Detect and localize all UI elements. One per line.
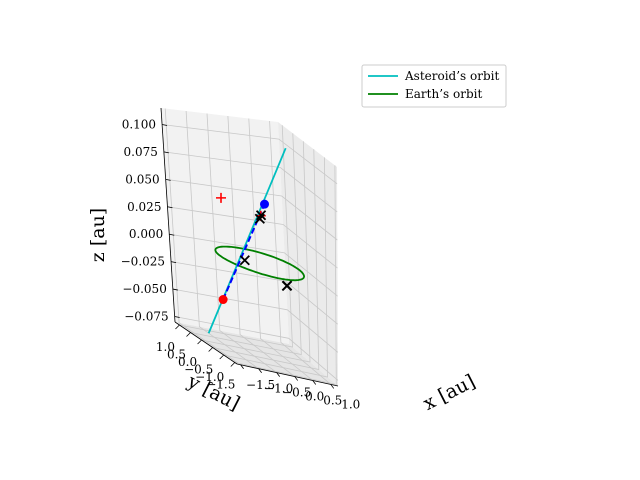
y-tick-label-5: −1.5 (206, 378, 235, 392)
marker-x-black-8 (282, 280, 293, 291)
y-tick-mark-2 (197, 339, 202, 345)
grid-line-z-6 (172, 288, 339, 353)
z-tick-mark-4 (169, 233, 175, 236)
x-tick-mark-1 (258, 368, 262, 373)
x-tick-mark-0 (240, 364, 244, 370)
z-tick-mark-2 (165, 178, 171, 181)
y-tick-label-4: −1.0 (195, 370, 224, 384)
y-tick-mark-4 (219, 354, 224, 360)
x-tick-label-5: 1.0 (341, 397, 360, 411)
marker-x-black-6 (254, 213, 265, 224)
legend-label-asteroid: Asteroid’s orbit (404, 69, 499, 83)
z-tick-mark-7 (174, 316, 180, 318)
z-axis-label: z [au] (87, 208, 109, 262)
axis-lines (160, 107, 339, 387)
y-tick-label-2: 0.0 (178, 355, 197, 369)
marker-plus-red-2 (216, 192, 227, 203)
z-tick-mark-1 (163, 151, 169, 154)
plot-area (207, 147, 306, 334)
grid-line-z-5 (171, 261, 338, 325)
z-tick-label-5: −0.025 (121, 255, 165, 269)
z-tick-label-7: −0.075 (124, 310, 168, 324)
z-tick-label-3: 0.025 (127, 200, 161, 214)
marker-x-black-5 (255, 210, 267, 221)
y-tick-mark-0 (175, 324, 180, 330)
x-tick-label-3: 0.0 (305, 390, 324, 404)
x-tick-label-2: −0.5 (282, 386, 311, 400)
x-axis-line (236, 363, 339, 387)
x-tick-label-1: −1.0 (264, 382, 293, 396)
marker-circle-blue-1 (260, 199, 270, 209)
y-tick-label-3: −0.5 (184, 363, 213, 377)
y-tick-mark-3 (208, 347, 213, 352)
x-axis-label: x [au] (420, 370, 479, 415)
y-axis-line (174, 321, 238, 365)
x-tick-mark-2 (276, 372, 280, 377)
z-tick-label-6: −0.050 (122, 282, 166, 296)
marker-x-black-4 (239, 255, 250, 266)
x-tick-label-4: 0.5 (323, 394, 342, 408)
y-tick-mark-5 (230, 362, 236, 367)
y-tick-label-0: 1.0 (156, 340, 175, 354)
grid-line-z-3 (167, 206, 338, 269)
x-tick-mark-4 (312, 380, 317, 385)
marker-circle-red-0 (218, 295, 228, 305)
z-tick-mark-5 (170, 261, 177, 264)
back-pane-xz (161, 108, 289, 344)
z-tick-label-2: 0.050 (125, 172, 159, 186)
legend: Asteroid’s orbit Earth’s orbit (361, 64, 507, 108)
z-tick-label-0: 0.100 (122, 117, 156, 131)
axes-panes (161, 108, 338, 386)
z-tick-mark-3 (167, 206, 173, 209)
grid-line-z-4 (169, 233, 338, 297)
grid-line-z-2 (165, 178, 338, 241)
grid-line-z-1 (163, 151, 338, 213)
y-tick-label-1: 0.5 (167, 348, 186, 362)
x-tick-label-0: −1.5 (246, 378, 275, 392)
z-axis-line (160, 107, 176, 323)
tick-labels: −1.5−1.0−0.50.00.51.01.00.50.0−0.5−1.0−1… (121, 117, 361, 411)
legend-label-earth: Earth’s orbit (405, 87, 482, 101)
x-tick-mark-3 (294, 376, 299, 381)
x-tick-mark-5 (330, 384, 335, 389)
z-tick-label-4: 0.000 (129, 227, 163, 241)
earth-orbit-line (214, 245, 306, 282)
z-tick-label-1: 0.075 (124, 145, 158, 159)
z-tick-mark-6 (172, 288, 178, 291)
y-tick-mark-1 (186, 332, 191, 337)
back-pane-yz (278, 122, 338, 386)
z-tick-mark-0 (161, 124, 168, 126)
grid-line-z-0 (162, 124, 338, 185)
